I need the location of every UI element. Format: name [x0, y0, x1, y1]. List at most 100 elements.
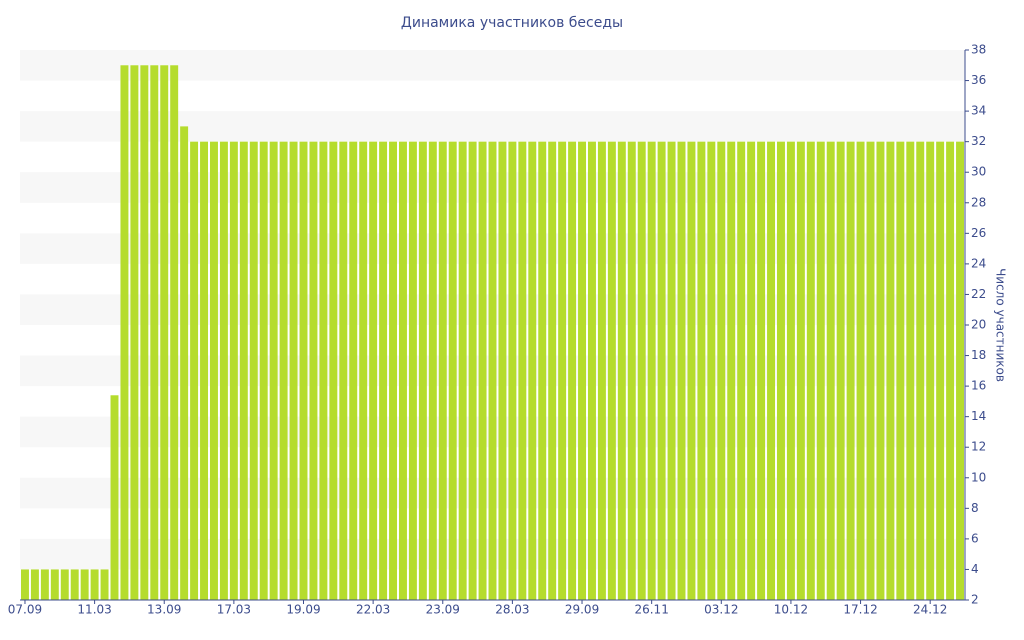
bar [876, 141, 885, 600]
bar [657, 141, 666, 600]
bar [200, 141, 209, 600]
bar [408, 141, 417, 600]
bar [329, 141, 338, 600]
bar [747, 141, 756, 600]
bar [607, 141, 616, 600]
bar [130, 65, 139, 601]
y-tick-label: 14 [971, 409, 986, 423]
bar [597, 141, 606, 600]
bar [697, 141, 706, 600]
bar [538, 141, 547, 600]
y-tick-label: 10 [971, 470, 986, 484]
y-tick-label: 22 [971, 287, 986, 301]
bar [498, 141, 507, 600]
x-tick-label: 10.12 [774, 603, 808, 617]
bar [359, 141, 368, 600]
bar [448, 141, 457, 600]
bar [518, 141, 527, 600]
x-tick-label: 07.09 [8, 603, 42, 617]
y-tick-label: 34 [971, 104, 986, 118]
x-tick-label: 28.03 [495, 603, 529, 617]
bar [369, 141, 378, 600]
y-tick-label: 20 [971, 318, 986, 332]
y-tick-label: 12 [971, 440, 986, 454]
bar [627, 141, 636, 600]
bar [170, 65, 179, 601]
bar [558, 141, 567, 600]
bar [896, 141, 905, 600]
bar [80, 569, 89, 600]
bar [259, 141, 268, 600]
bar [438, 141, 447, 600]
bar [767, 141, 776, 600]
bar [229, 141, 238, 600]
bar [796, 141, 805, 600]
bar [508, 141, 517, 600]
bar [647, 141, 656, 600]
x-tick-label: 29.09 [565, 603, 599, 617]
x-tick-label: 17.03 [217, 603, 251, 617]
bar [110, 395, 119, 600]
bar [100, 569, 109, 600]
y-axis-label: Число участников [994, 268, 1008, 382]
bar [587, 141, 596, 600]
bar [478, 141, 487, 600]
x-tick-label: 24.12 [913, 603, 947, 617]
bar [468, 141, 477, 600]
bar [339, 141, 348, 600]
bar [637, 141, 646, 600]
bar [826, 141, 835, 600]
y-tick-label: 28 [971, 195, 986, 209]
x-tick-label: 17.12 [843, 603, 877, 617]
bar [856, 141, 865, 600]
x-tick-label: 26.11 [634, 603, 668, 617]
bar [568, 141, 577, 600]
bar [936, 141, 945, 600]
bar [160, 65, 169, 601]
bar [886, 141, 895, 600]
bar [209, 141, 218, 600]
bar [219, 141, 228, 600]
y-tick-label: 24 [971, 256, 986, 270]
bar [70, 569, 79, 600]
bar [617, 141, 626, 600]
bar [150, 65, 159, 601]
y-tick-label: 26 [971, 226, 986, 240]
bar [40, 569, 49, 600]
bar [548, 141, 557, 600]
bar [776, 141, 785, 600]
bar [180, 126, 189, 600]
bar [389, 141, 398, 600]
bar [727, 141, 736, 600]
bar [140, 65, 149, 601]
bar [289, 141, 298, 600]
bar [190, 141, 199, 600]
x-tick-label: 23.09 [426, 603, 460, 617]
bar [488, 141, 497, 600]
bar [279, 141, 288, 600]
bar [717, 141, 726, 600]
y-tick-label: 32 [971, 134, 986, 148]
bar [398, 141, 407, 600]
bar [90, 569, 99, 600]
bar [956, 141, 965, 600]
y-tick-label: 36 [971, 73, 986, 87]
bar [946, 141, 955, 600]
bar [60, 569, 69, 600]
bar [120, 65, 129, 601]
bar [757, 141, 766, 600]
bar [687, 141, 696, 600]
x-tick-label: 13.09 [147, 603, 181, 617]
bar [239, 141, 248, 600]
bar [349, 141, 358, 600]
bar [528, 141, 537, 600]
bar [428, 141, 437, 600]
bar [737, 141, 746, 600]
bar [926, 141, 935, 600]
bar [578, 141, 587, 600]
bar [269, 141, 278, 600]
bar [836, 141, 845, 600]
bar [866, 141, 875, 600]
bar [20, 569, 29, 600]
